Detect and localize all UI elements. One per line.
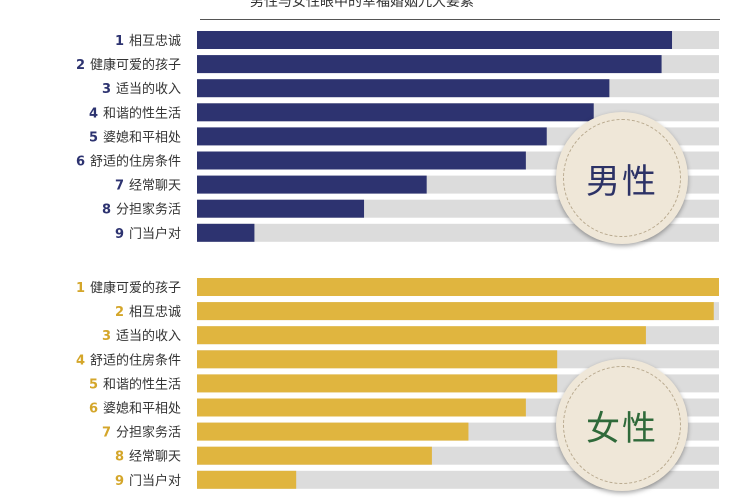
- male-rank-number: 7: [115, 179, 124, 194]
- male-category-name: 经常聊天: [129, 179, 181, 194]
- male-rank-number: 5: [89, 130, 98, 145]
- male-category-label: 2 健康可爱的孩子: [76, 57, 181, 73]
- male-bar: [197, 31, 673, 49]
- female-category-name: 和谐的性生活: [103, 376, 181, 392]
- female-rank-number: 2: [115, 305, 124, 320]
- male-category-name: 分担家务活: [116, 202, 181, 218]
- female-category-label: 7 分担家务活: [102, 425, 181, 441]
- female-category-label: 5 和谐的性生活: [89, 376, 181, 392]
- male-category-name: 门当户对: [129, 226, 181, 242]
- female-rank-number: 9: [115, 474, 124, 489]
- male-category-name: 健康可爱的孩子: [90, 57, 181, 73]
- male-rank-number: 1: [115, 34, 124, 49]
- male-badge: 男性: [556, 112, 688, 244]
- male-rank-number: 9: [115, 227, 124, 242]
- female-category-name: 舒适的住房条件: [90, 352, 181, 368]
- male-category-name: 婆媳和平相处: [103, 129, 181, 145]
- male-bar: [197, 175, 427, 194]
- male-bar: [197, 55, 662, 74]
- female-rank-number: 4: [76, 353, 85, 368]
- female-category-label: 2 相互忠诚: [115, 305, 181, 320]
- female-category-label: 9 门当户对: [115, 473, 181, 489]
- female-rank-number: 6: [89, 402, 98, 417]
- male-bar: [197, 151, 526, 170]
- female-bar: [197, 326, 646, 345]
- female-bar: [197, 446, 432, 465]
- female-category-name: 健康可爱的孩子: [90, 280, 181, 296]
- male-rank-number: 2: [76, 58, 85, 73]
- chart-title: 男性与女性眼中的幸福婚姻九大要素: [250, 0, 474, 10]
- male-category-name: 适当的收入: [116, 81, 181, 97]
- female-category-label: 3 适当的收入: [102, 328, 181, 344]
- female-category-name: 相互忠诚: [129, 305, 181, 320]
- female-category-name: 适当的收入: [116, 328, 181, 344]
- male-bar: [197, 103, 594, 122]
- female-rank-number: 1: [76, 281, 85, 296]
- female-category-label: 6 婆媳和平相处: [89, 401, 181, 417]
- male-rank-number: 4: [89, 106, 98, 121]
- male-bar: [197, 199, 365, 218]
- female-rank-number: 3: [102, 329, 111, 344]
- female-badge-label: 女性: [586, 408, 658, 449]
- female-category-name: 门当户对: [129, 473, 181, 489]
- female-rank-number: 7: [102, 426, 111, 441]
- female-bar: [197, 350, 558, 369]
- female-bar: [197, 374, 558, 393]
- male-rank-number: 6: [76, 155, 85, 170]
- female-bar: [197, 422, 469, 441]
- male-category-name: 相互忠诚: [129, 34, 181, 49]
- female-category-name: 经常聊天: [129, 450, 181, 465]
- male-rank-number: 8: [102, 203, 111, 218]
- male-category-label: 5 婆媳和平相处: [89, 129, 181, 145]
- female-bar: [197, 398, 526, 417]
- male-badge-label: 男性: [586, 161, 658, 202]
- male-bar: [197, 127, 547, 146]
- male-bar: [197, 79, 610, 98]
- female-badge: 女性: [556, 359, 688, 491]
- female-bar: [197, 470, 297, 489]
- male-category-label: 3 适当的收入: [102, 81, 181, 97]
- male-bar: [197, 223, 255, 242]
- female-bar: [197, 302, 714, 321]
- female-category-name: 分担家务活: [116, 425, 181, 441]
- male-category-label: 4 和谐的性生活: [89, 105, 181, 121]
- female-category-label: 8 经常聊天: [115, 450, 181, 465]
- male-category-name: 舒适的住房条件: [90, 154, 181, 170]
- female-category-label: 4 舒适的住房条件: [76, 352, 181, 368]
- male-category-name: 和谐的性生活: [103, 105, 181, 121]
- male-rank-number: 3: [102, 82, 111, 97]
- female-category-name: 婆媳和平相处: [103, 401, 181, 417]
- male-category-label: 1 相互忠诚: [115, 34, 181, 49]
- male-category-label: 8 分担家务活: [102, 202, 181, 218]
- male-category-label: 9 门当户对: [115, 226, 181, 242]
- title-rule: [200, 19, 720, 20]
- female-category-label: 1 健康可爱的孩子: [76, 280, 181, 296]
- female-rank-number: 8: [115, 450, 124, 465]
- female-bar: [197, 278, 719, 296]
- female-rank-number: 5: [89, 377, 98, 392]
- male-category-label: 7 经常聊天: [115, 179, 181, 194]
- male-category-label: 6 舒适的住房条件: [76, 154, 181, 170]
